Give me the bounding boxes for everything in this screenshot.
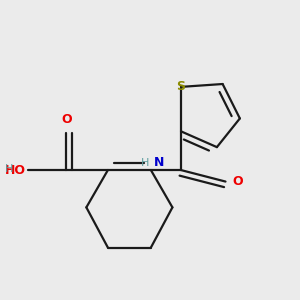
Text: H: H xyxy=(5,164,13,174)
Text: O: O xyxy=(61,112,72,126)
Text: O: O xyxy=(233,175,243,188)
Text: S: S xyxy=(176,80,185,93)
Text: H: H xyxy=(141,158,149,168)
Text: HO: HO xyxy=(5,164,26,177)
Text: N: N xyxy=(154,156,164,170)
